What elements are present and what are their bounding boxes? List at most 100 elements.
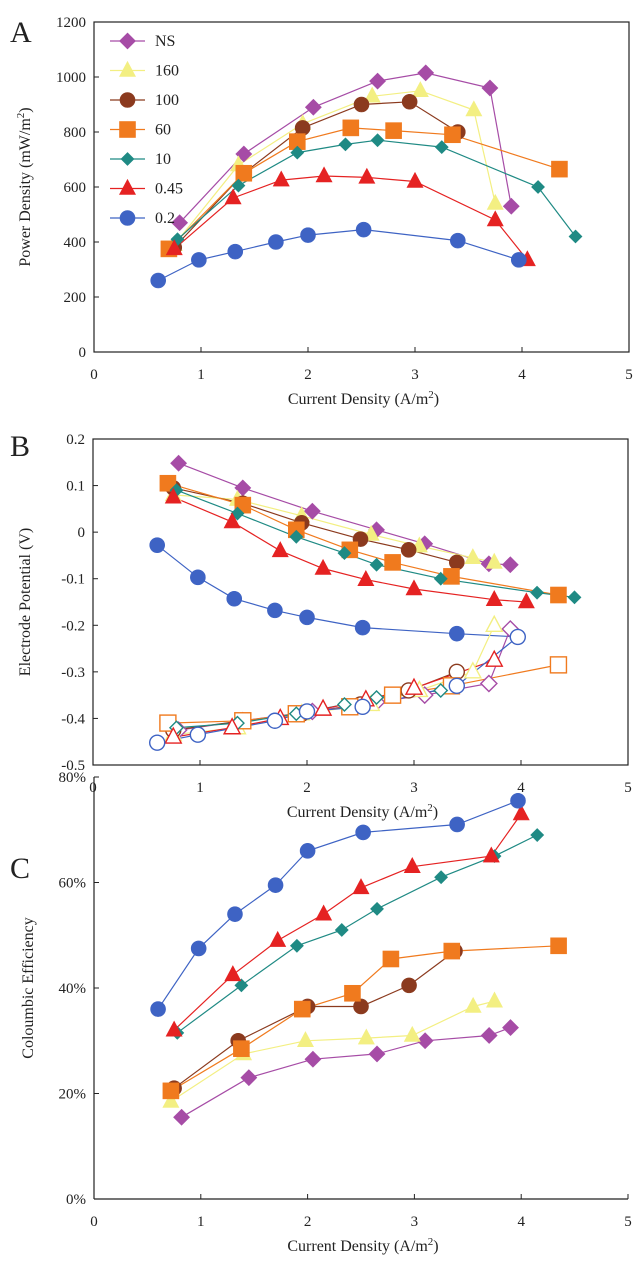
data-point-0_2 <box>149 537 165 553</box>
data-point-0_2 <box>267 877 284 893</box>
data-point-10 <box>369 557 384 572</box>
data-point-10 <box>567 590 582 605</box>
y-tick-label: -0.3 <box>61 665 85 681</box>
data-point-0_2 <box>448 625 465 642</box>
y-tick-label: 1000 <box>56 70 86 86</box>
y-tick-label: 0% <box>66 1192 86 1208</box>
legend-marker <box>119 32 136 50</box>
data-point-60 <box>443 942 461 960</box>
data-point-0_45 <box>165 1020 183 1037</box>
data-point-0_2-anode <box>509 628 526 646</box>
data-point-0_2 <box>190 569 206 586</box>
data-point-60 <box>551 160 568 178</box>
data-point-100 <box>448 554 465 571</box>
series-line-0_45 <box>173 175 528 261</box>
data-point-0_45-anode <box>222 717 242 735</box>
x-axis-title: Current Density (A/m2) <box>287 1236 438 1255</box>
data-point-60 <box>443 568 460 585</box>
data-point-160-anode <box>463 661 483 679</box>
panel-letter: A <box>10 16 32 49</box>
data-point-160 <box>486 193 504 210</box>
x-tick-label: 4 <box>518 367 526 383</box>
data-point-60 <box>344 984 361 1002</box>
data-point-0_2 <box>150 1001 166 1017</box>
x-tick-label: 1 <box>197 367 205 383</box>
data-point-0_2 <box>268 234 284 250</box>
data-point-0_45 <box>224 188 242 205</box>
data-point-160 <box>486 991 503 1008</box>
x-tick-label: 3 <box>411 1214 419 1230</box>
data-point-10 <box>338 137 353 152</box>
data-point-NS <box>369 72 386 90</box>
legend-marker <box>119 178 136 195</box>
data-point-160 <box>464 996 482 1013</box>
data-point-10 <box>234 978 249 993</box>
data-point-0_2 <box>354 619 371 636</box>
data-point-10 <box>289 529 304 544</box>
data-point-NS <box>417 64 435 82</box>
data-point-0_45-anode <box>404 677 424 695</box>
data-point-0_45 <box>269 930 287 947</box>
legend-label: 0.45 <box>155 181 183 198</box>
y-tick-label: 800 <box>64 125 87 141</box>
panel-letter: C <box>10 852 30 885</box>
data-point-10 <box>334 923 349 937</box>
series-line-0_45 <box>173 813 522 1031</box>
y-axis-title: Power Density (mW/m2) <box>15 107 34 266</box>
data-point-0_2-anode <box>148 734 166 751</box>
data-point-NS <box>170 454 188 472</box>
data-point-0_45 <box>482 846 500 863</box>
legend-label: NS <box>155 33 175 50</box>
x-tick-label: 1 <box>197 1214 205 1230</box>
data-point-0_45 <box>486 210 504 227</box>
data-point-0_45 <box>164 487 182 504</box>
data-point-0_45 <box>357 570 375 586</box>
data-point-0_2 <box>449 232 466 249</box>
plot-frame <box>92 438 629 766</box>
data-point-0_45 <box>314 558 332 575</box>
data-point-10 <box>290 145 305 160</box>
data-point-60 <box>342 119 360 137</box>
data-point-100-anode <box>448 663 465 681</box>
data-point-160 <box>411 81 429 98</box>
series-line-10 <box>176 489 575 598</box>
data-point-160 <box>485 552 503 569</box>
data-point-NS <box>303 502 321 520</box>
y-axis-title: Electrode Potential (V) <box>17 528 34 676</box>
x-tick-label: 3 <box>410 780 418 796</box>
data-point-0_45-anode <box>485 649 504 667</box>
y-tick-label: 0.2 <box>66 432 85 448</box>
data-point-NS <box>240 1069 258 1087</box>
data-point-60-anode <box>549 656 568 674</box>
data-point-NS <box>171 214 189 232</box>
data-point-0_45 <box>224 965 242 982</box>
data-point-0_2 <box>299 843 316 859</box>
data-point-0_45 <box>405 579 423 596</box>
data-point-100 <box>294 120 311 136</box>
data-point-0_45 <box>223 512 241 529</box>
data-point-10 <box>231 178 246 193</box>
legend-label: 10 <box>155 151 171 168</box>
plot-area <box>150 64 583 289</box>
y-tick-label: 80% <box>59 770 87 786</box>
data-point-160 <box>465 100 483 117</box>
y-tick-label: -0.5 <box>61 758 85 774</box>
data-point-160 <box>296 1031 314 1048</box>
data-point-0_45 <box>271 541 289 558</box>
data-point-60 <box>159 474 177 492</box>
data-point-10 <box>531 180 545 194</box>
x-tick-label: 0 <box>90 367 98 383</box>
data-point-60 <box>233 1040 250 1057</box>
data-point-10 <box>530 585 544 600</box>
data-point-NS <box>368 1045 386 1063</box>
data-point-160 <box>464 548 482 565</box>
data-point-0_45 <box>165 239 183 256</box>
y-tick-label: 0.1 <box>66 479 85 495</box>
data-point-0_45 <box>403 857 421 873</box>
series-line-160 <box>170 1000 495 1102</box>
x-axis-title: Current Density (A/m2) <box>287 802 438 821</box>
plot-area <box>148 454 582 751</box>
data-point-NS <box>502 197 520 215</box>
data-point-0_2-anode <box>448 677 465 695</box>
